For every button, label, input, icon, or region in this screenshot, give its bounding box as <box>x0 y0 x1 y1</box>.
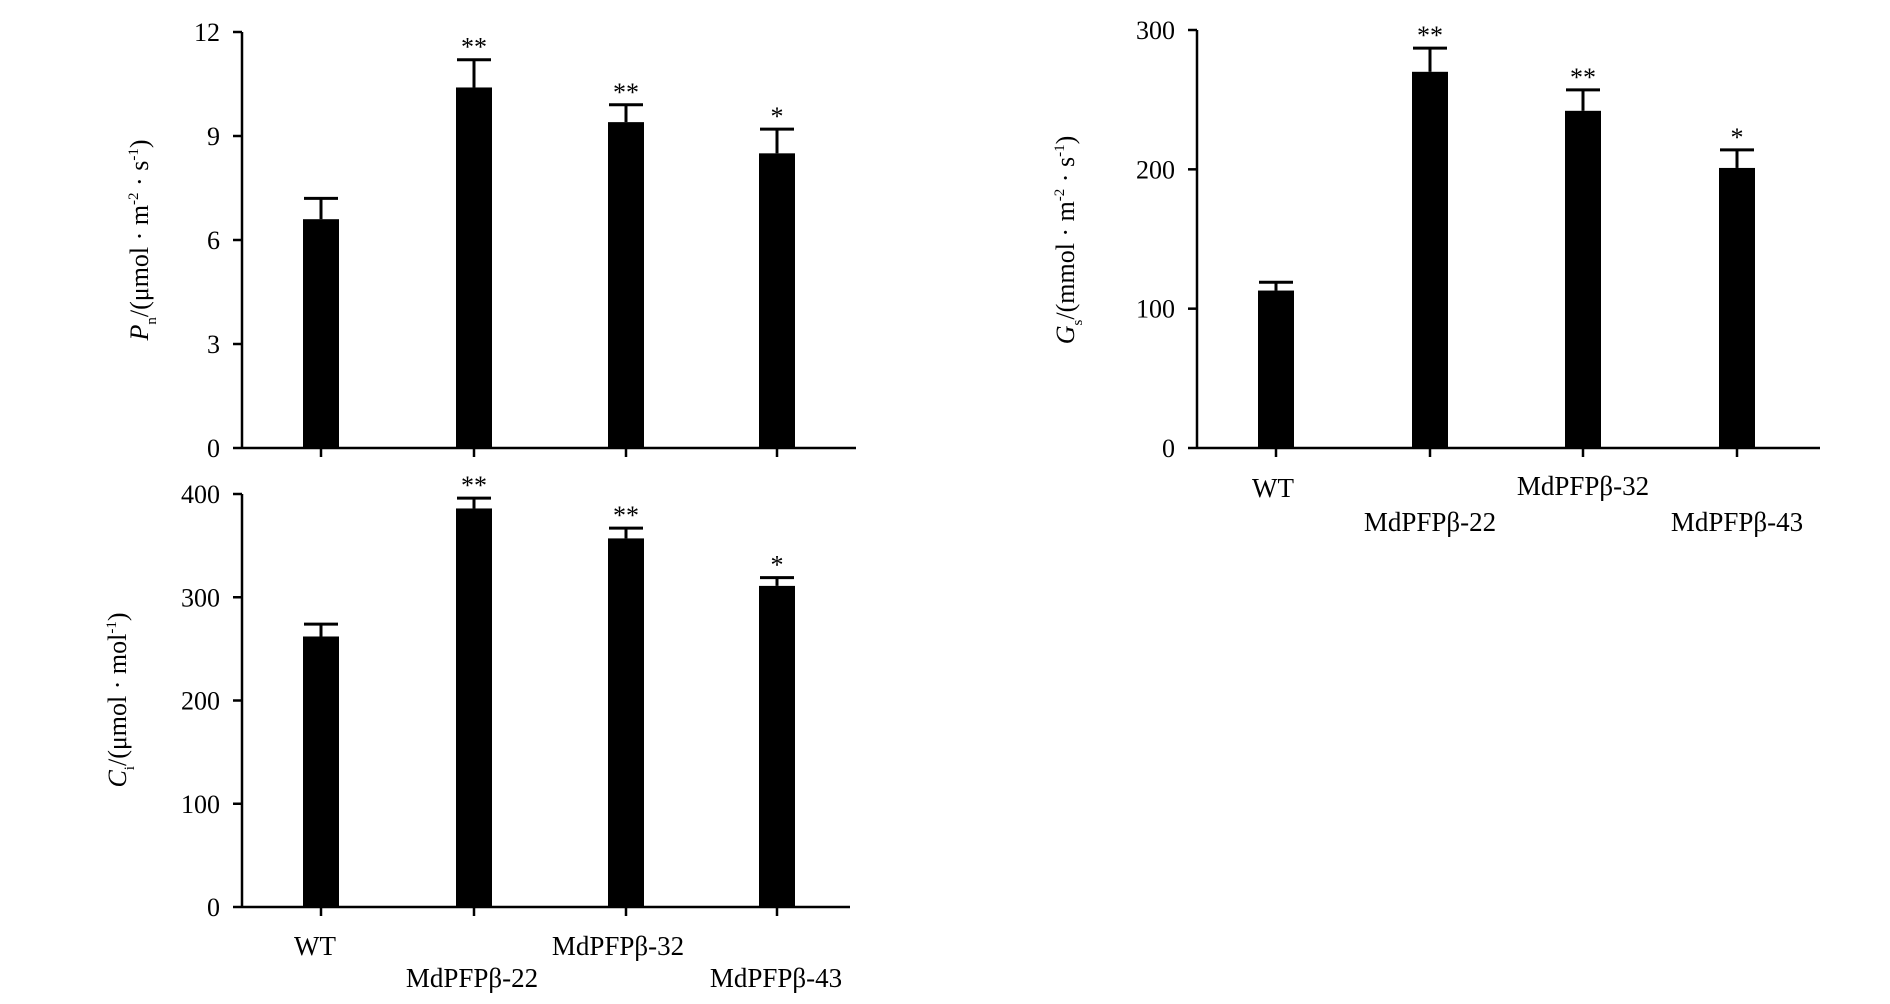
category-label: MdPFPβ-22 <box>1364 507 1496 537</box>
bar <box>1412 71 1448 449</box>
y-axis-label: Gs/(mmol · m-2 · s-1) <box>1051 136 1086 345</box>
category-label: WT <box>294 931 336 961</box>
bar <box>1719 167 1755 448</box>
y-tick-label: 6 <box>207 226 220 255</box>
bar <box>456 87 492 448</box>
y-tick-label: 300 <box>1136 16 1175 45</box>
significance-label: * <box>1731 123 1744 152</box>
significance-label: ** <box>1417 21 1443 50</box>
y-tick-label: 9 <box>207 122 220 151</box>
significance-label: * <box>771 551 784 580</box>
significance-label: * <box>771 102 784 131</box>
y-tick-label: 0 <box>207 434 220 463</box>
bar <box>608 122 644 448</box>
bar <box>1258 290 1294 448</box>
significance-label: ** <box>461 471 487 500</box>
y-axis-label: Ci/(μmol · mol-1) <box>103 612 138 787</box>
y-axis-label: Pn/(μmol · m-2 · s-1) <box>125 140 160 342</box>
category-label: MdPFPβ-22 <box>406 963 538 993</box>
bar <box>1565 110 1601 449</box>
y-tick-label: 0 <box>207 893 220 922</box>
y-tick-label: 0 <box>1162 434 1175 463</box>
significance-label: ** <box>613 501 639 530</box>
significance-label: ** <box>1570 63 1596 92</box>
bar <box>303 636 339 907</box>
bar <box>759 585 795 907</box>
bar <box>456 508 492 907</box>
y-tick-label: 300 <box>181 583 220 612</box>
y-tick-label: 12 <box>194 18 220 47</box>
significance-label: ** <box>613 78 639 107</box>
significance-label: ** <box>461 33 487 62</box>
bar <box>759 153 795 449</box>
category-label: MdPFPβ-43 <box>1671 507 1803 537</box>
bar <box>608 538 644 907</box>
y-tick-label: 100 <box>1136 295 1175 324</box>
y-tick-label: 3 <box>207 330 220 359</box>
category-label: MdPFPβ-32 <box>1517 471 1649 501</box>
y-tick-label: 400 <box>181 480 220 509</box>
y-tick-label: 100 <box>181 790 220 819</box>
y-tick-label: 200 <box>181 687 220 716</box>
bar <box>303 219 339 448</box>
y-tick-label: 200 <box>1136 155 1175 184</box>
category-label: MdPFPβ-43 <box>710 963 842 993</box>
category-label: MdPFPβ-32 <box>552 931 684 961</box>
category-label: WT <box>1252 473 1294 503</box>
